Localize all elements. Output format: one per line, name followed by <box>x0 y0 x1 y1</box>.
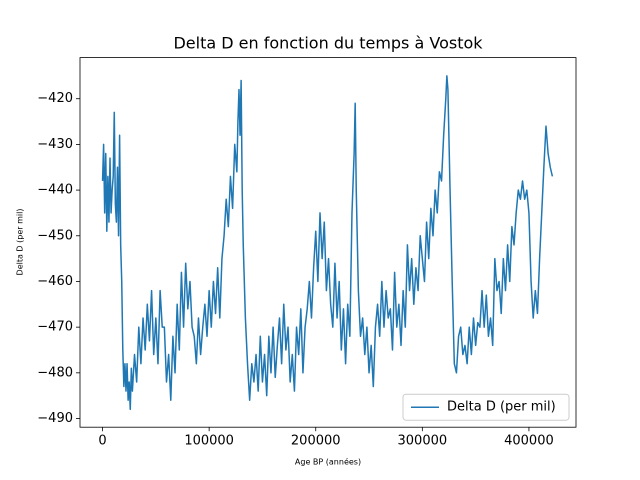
y-tick-label: −450 <box>37 228 73 243</box>
y-tick-label: −470 <box>37 320 73 335</box>
x-tick-label: 400000 <box>504 434 554 449</box>
legend-label: Delta D (per mil) <box>447 400 556 415</box>
x-tick-label: 200000 <box>291 434 341 449</box>
x-axis-label: Age BP (années) <box>295 457 361 467</box>
plot-frame <box>79 57 577 428</box>
x-tick-label: 0 <box>98 434 106 449</box>
y-tick-label: −490 <box>37 411 73 426</box>
y-axis-label: Delta D (per mil) <box>16 209 25 276</box>
data-line <box>101 75 554 411</box>
legend-box <box>402 393 570 421</box>
y-tick-label: −420 <box>37 91 73 106</box>
x-tick-label: 100000 <box>184 434 234 449</box>
chart-title: Delta D en fonction du temps à Vostok <box>173 34 483 53</box>
y-tick-label: −460 <box>37 274 73 289</box>
y-tick-label: −430 <box>37 137 73 152</box>
y-tick-label: −480 <box>37 365 73 380</box>
x-tick-label: 300000 <box>398 434 448 449</box>
y-tick-label: −440 <box>37 183 73 198</box>
